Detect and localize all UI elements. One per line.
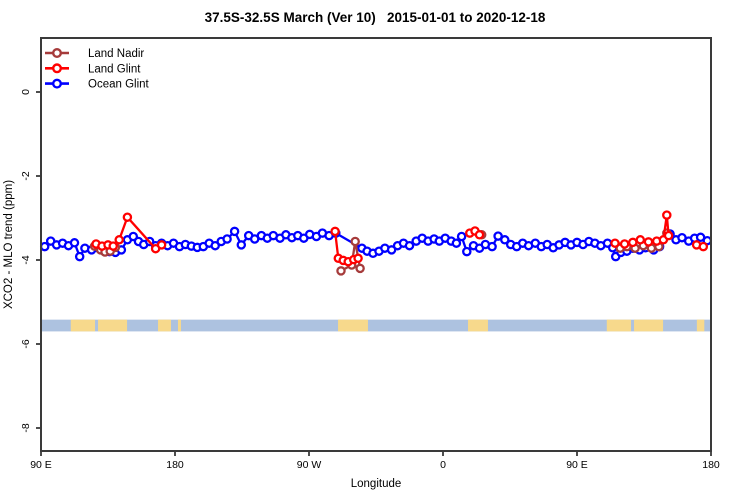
data-point (330, 226, 340, 237)
data-point (210, 240, 220, 251)
y-tick-label: -2 (20, 171, 32, 180)
y-tick-label: 0 (20, 89, 32, 95)
map-ocean-band (40, 319, 712, 332)
data-point (404, 240, 415, 251)
data-point (108, 241, 118, 251)
data-point (114, 235, 124, 245)
legend-label: Ocean Glint (88, 79, 150, 91)
legend-marker (52, 63, 63, 74)
data-point (474, 230, 485, 240)
legend-item-land-nadir: Land Nadir (45, 48, 144, 60)
x-axis-title: Longitude (351, 478, 402, 490)
data-point (628, 237, 638, 248)
y-axis: 0 -2 -4 -6 -8 XCO2 - MLO trend (ppm) (3, 89, 41, 433)
y-tick-label: -4 (20, 255, 32, 264)
chart-title: 37.5S-32.5S March (Ver 10) 2015-01-01 to… (204, 10, 546, 25)
data-point (350, 236, 360, 247)
legend-item-land-glint: Land Glint (45, 63, 141, 75)
legend-label: Land Glint (88, 63, 141, 75)
data-point (229, 226, 240, 237)
x-tick-label: 0 (440, 459, 446, 471)
data-point (69, 238, 80, 248)
data-point (635, 235, 646, 245)
data-point (698, 241, 709, 252)
series-ocean-glint (39, 226, 713, 262)
x-tick-label: 90 W (297, 459, 322, 471)
data-point (662, 210, 672, 220)
plot-box (40, 37, 712, 452)
legend-item-ocean-glint: Ocean Glint (45, 78, 150, 91)
y-tick-label: -6 (20, 339, 32, 348)
data-point (643, 237, 654, 247)
data-point (74, 251, 85, 262)
map-land-patch (98, 319, 128, 332)
y-axis-title: XCO2 - MLO trend (ppm) (3, 180, 15, 309)
data-point (336, 266, 346, 276)
map-land-patch (468, 319, 488, 332)
x-tick-label: 90 E (30, 459, 52, 471)
data-point (355, 263, 365, 274)
x-tick-label: 90 E (566, 459, 588, 471)
map-land-patch (70, 319, 96, 332)
data-point (222, 234, 232, 244)
x-axis: 90 E 180 90 W 0 90 E 180 Longitude (30, 451, 720, 490)
data-point (610, 238, 620, 248)
legend-label: Land Nadir (88, 48, 144, 60)
data-point (663, 230, 674, 241)
data-point (500, 235, 510, 245)
x-tick-label: 180 (702, 459, 720, 471)
data-point (487, 241, 497, 252)
legend: Land Nadir Land Glint Ocean Glint (45, 48, 150, 91)
data-point (451, 238, 462, 248)
map-land-patch (696, 319, 705, 332)
series-land-glint (91, 210, 709, 267)
data-point (619, 239, 630, 249)
data-point (353, 253, 363, 264)
data-point (386, 245, 397, 255)
map-land-patch (606, 319, 632, 332)
map-land-patch (177, 319, 181, 332)
latitude-strip-map (40, 319, 712, 332)
data-point (493, 231, 503, 241)
x-tick-label: 180 (166, 459, 184, 471)
map-land-patch (158, 319, 171, 332)
data-point (236, 240, 247, 250)
data-point (156, 240, 167, 250)
data-point (456, 231, 467, 242)
map-land-patch (634, 319, 664, 332)
legend-marker (52, 78, 63, 89)
data-point (462, 246, 472, 257)
map-land-patch (338, 319, 368, 332)
legend-marker (52, 48, 63, 59)
data-point (122, 212, 133, 222)
y-tick-label: -8 (20, 423, 32, 432)
